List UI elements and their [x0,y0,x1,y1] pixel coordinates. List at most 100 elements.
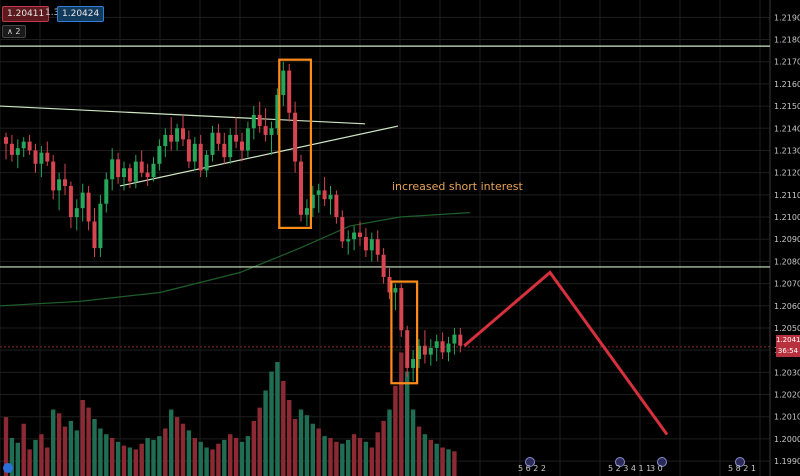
candle-body [287,70,292,113]
collapse-indicators-button[interactable]: ∧ 2 [2,25,26,38]
candle-body [322,190,327,200]
candle-body [358,232,362,237]
candle-body [369,239,374,251]
event-badge-label[interactable]: 5 6 2 2 [518,464,546,473]
volume-bar [9,438,15,476]
candle-body [310,194,315,209]
volume-bar [233,438,239,476]
candle-body [452,334,457,344]
volume-bar [33,439,38,476]
volume-bar [115,441,121,476]
candle-body [151,163,156,178]
event-badge-label[interactable]: 5 8 2 1 [728,464,756,473]
candle-body [417,345,421,360]
candle-body [340,217,345,242]
candle-body [210,132,215,155]
candle-body [39,152,44,164]
price-tick-label: 1.21100 [774,191,800,200]
candle-body [346,239,351,242]
event-badge-label[interactable]: 5 2 3 4 1 1 [608,464,651,473]
annotation-text[interactable]: increased short interest [392,180,523,193]
candle-body [104,179,109,204]
price-tick-label: 1.21600 [774,80,800,89]
candle-body [33,150,38,164]
price-tick-label: 1.21400 [774,124,800,133]
candle-body [228,134,233,158]
candle-body [98,203,103,249]
candle-body [257,114,262,127]
candle-body [440,341,445,353]
volume-bar [68,420,74,476]
event-flag-icon[interactable] [735,457,745,467]
volume-bar [387,409,392,476]
volume-bar [204,447,209,476]
candle-body [51,161,56,191]
ask-price-button[interactable]: 1.20424 [57,6,105,22]
candle-body [240,141,244,151]
event-badge-label[interactable]: 3 0 [650,464,663,473]
event-flag-icon[interactable] [615,457,625,467]
candle-body [74,208,79,218]
event-flag-icon[interactable] [525,457,535,467]
event-flag-icon[interactable] [657,457,667,467]
candle-countdown-tag: 36:54 [776,346,800,357]
volume-bar [357,438,363,476]
volume-bar [198,441,203,476]
volume-bar [56,413,62,476]
candle-body [352,232,357,240]
volume-bar [275,362,280,476]
projection-path[interactable] [463,270,669,436]
volume-bar [263,390,268,476]
volume-bar [328,438,333,476]
candle-body [63,179,67,186]
candle-body [198,143,203,171]
candle-body [133,161,138,182]
volume-bar [434,443,439,476]
volume-bar [121,445,127,476]
volume-bar [393,385,398,476]
volume-bar [428,439,433,476]
highlight-box[interactable] [278,58,312,230]
volume-bar [422,434,428,476]
price-tick-label: 1.20300 [774,368,800,377]
candle-body [186,139,191,162]
bid-price-button[interactable]: 1.20411 [2,6,50,22]
candle-body [458,334,463,346]
volume-bar [369,447,374,476]
scroll-left-icon[interactable] [3,463,13,473]
candle-body [86,192,91,222]
candle-body [251,114,256,129]
highlight-box[interactable] [390,280,419,385]
price-tick-label: 1.21300 [774,146,800,155]
volume-bar [322,436,327,476]
volume-bar [287,400,292,476]
candle-body [80,192,85,209]
volume-bar [257,407,262,476]
candle-body [116,159,121,178]
volume-bar [180,423,186,476]
volume-bar [110,438,115,476]
candle-body [269,128,274,135]
price-tick-label: 1.20900 [774,235,800,244]
price-tick-label: 1.20200 [774,391,800,400]
volume-bar [304,415,310,476]
candle-body [45,152,50,162]
candle-body [422,345,427,355]
candle-body [216,132,221,144]
price-tick-label: 1.20600 [774,302,800,311]
triangle-lower-trendline[interactable] [119,125,399,187]
candle-body [316,190,321,195]
volume-bar [416,426,422,476]
volume-bar [192,438,197,476]
volume-bar [251,420,256,476]
price-tick-label: 1.20800 [774,257,800,266]
candle-body [304,208,309,215]
price-tick-label: 1.20100 [774,413,800,422]
candle-body [27,141,32,151]
volume-bar [163,428,168,476]
indicator-count: 2 [15,27,21,36]
moving-average-line [0,211,471,307]
candle-body [363,237,368,251]
volume-bar [228,434,233,476]
